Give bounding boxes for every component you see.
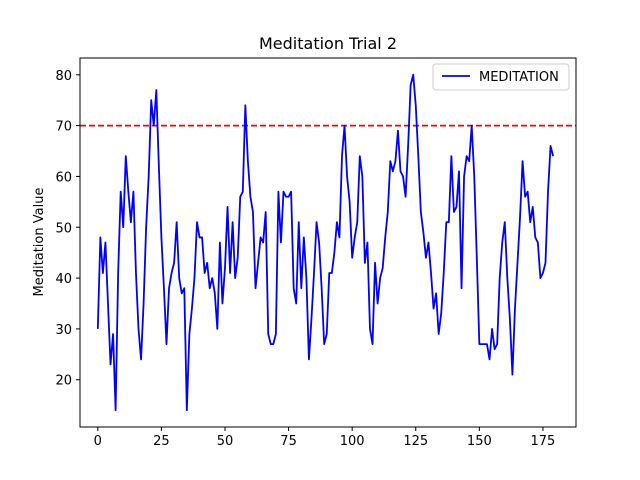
series-lines: [96, 73, 554, 412]
chart-title: Meditation Trial 2: [259, 34, 397, 53]
plot-frame: [79, 57, 577, 428]
y-tick-label: 20: [55, 374, 72, 389]
y-tick-label: 30: [55, 323, 72, 338]
x-tick-label: 0: [94, 434, 102, 449]
y-tick-label: 80: [55, 69, 72, 84]
y-tick-label: 40: [55, 272, 72, 287]
x-tick-label: 125: [403, 434, 428, 449]
x-tick-label: 150: [467, 434, 492, 449]
x-tick-label: 100: [340, 434, 365, 449]
x-tick-label: 25: [153, 434, 170, 449]
legend-label-meditation: MEDITATION: [479, 70, 559, 85]
y-tick-label: 50: [55, 221, 72, 236]
axis-ticks: 0 25 50 75 100 125 150 175 20 30 40 50 60 70 80: [55, 69, 555, 449]
x-tick-label: 175: [531, 434, 556, 449]
series-line-meditation: [96, 73, 554, 412]
x-tick-label: 50: [217, 434, 234, 449]
y-tick-label: 70: [55, 120, 72, 135]
y-axis-label: Meditation Value: [32, 188, 47, 297]
x-tick-label: 75: [280, 434, 297, 449]
y-tick-label: 60: [55, 170, 72, 185]
legend: MEDITATION: [432, 63, 570, 91]
legend-box: [432, 63, 570, 91]
